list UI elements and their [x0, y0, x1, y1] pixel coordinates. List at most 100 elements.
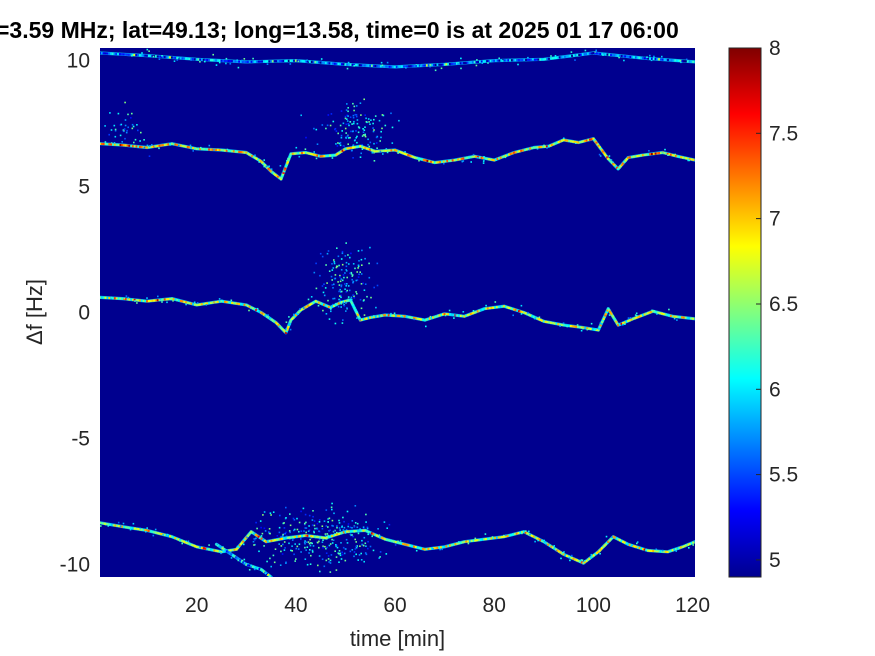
noise-speckle-1	[345, 261, 348, 264]
trace-pixel-2	[681, 545, 684, 548]
trace-halo-0	[443, 162, 445, 165]
trace-pixel-4	[294, 59, 298, 62]
trace-pixel-1	[684, 316, 687, 319]
trace-pixel-0	[426, 159, 429, 162]
trace-pixel-0	[335, 153, 339, 156]
trace-pixel-1	[645, 312, 648, 315]
trace-halo-0	[397, 152, 399, 154]
trace-pixel-1	[427, 318, 430, 321]
trace-pixel-0	[656, 152, 659, 155]
trace-pixel-4	[224, 59, 227, 62]
noise-speckle-2	[283, 533, 286, 535]
noise-speckle-0	[354, 113, 357, 116]
trace-pixel-0	[613, 164, 616, 167]
trace-pixel-1	[285, 330, 288, 333]
trace-pixel-4	[583, 53, 586, 56]
trace-halo-1	[608, 314, 611, 316]
noise-speckle-2	[261, 532, 264, 535]
noise-speckle-0	[366, 121, 368, 124]
trace-pixel-2	[666, 550, 669, 553]
trace-pixel-2	[321, 536, 324, 539]
y-tick-label: 10	[67, 50, 90, 73]
noise-speckle-1	[340, 284, 343, 286]
trace-pixel-4	[381, 65, 384, 68]
trace-pixel-4	[587, 52, 590, 55]
trace-pixel-4	[247, 60, 250, 63]
trace-pixel-0	[538, 146, 541, 149]
trace-pixel-0	[448, 159, 451, 162]
trace-pixel-2	[512, 533, 515, 536]
noise-speckle-1	[375, 306, 377, 309]
trace-halo-2	[568, 556, 570, 559]
trace-pixel-0	[299, 152, 302, 155]
trace-pixel-1	[640, 314, 643, 317]
noise-speckle-0	[300, 114, 302, 117]
noise-speckle-1	[331, 284, 334, 286]
trace-pixel-3	[256, 567, 259, 570]
trace-pixel-1	[149, 299, 152, 302]
trace-pixel-4	[477, 60, 480, 63]
trace-halo-1	[267, 314, 269, 316]
noise-speckle-1	[357, 276, 360, 278]
noise-speckle-1	[343, 305, 346, 307]
trace-pixel-1	[283, 330, 286, 333]
trace-pixel-4	[356, 64, 359, 67]
trace-pixel-4	[319, 61, 322, 64]
noise-speckle-0	[335, 130, 338, 132]
trace-halo-0	[254, 154, 256, 157]
trace-pixel-4	[291, 59, 294, 62]
trace-pixel-0	[257, 158, 260, 161]
trace-halo-0	[352, 144, 355, 146]
trace-pixel-4	[447, 63, 450, 66]
trace-halo-2	[236, 545, 239, 548]
trace-pixel-4	[204, 58, 207, 61]
noise-speckle-2	[291, 545, 293, 547]
trace-pixel-2	[190, 543, 193, 546]
trace-pixel-1	[272, 319, 275, 322]
trace-halo-4	[158, 58, 161, 60]
noise-speckle-2	[317, 564, 319, 567]
trace-pixel-2	[668, 550, 671, 553]
trace-pixel-4	[378, 65, 381, 68]
trace-halo-2	[117, 521, 120, 524]
trace-pixel-0	[585, 139, 588, 142]
trace-pixel-2	[355, 530, 358, 533]
trace-halo-0	[386, 151, 389, 154]
trace-pixel-0	[179, 144, 182, 147]
trace-pixel-1	[403, 315, 407, 318]
trace-halo-1	[230, 299, 233, 302]
trace-pixel-1	[209, 301, 213, 304]
trace-halo-0	[213, 149, 215, 151]
trace-halo-0	[344, 148, 347, 150]
trace-pixel-2	[594, 553, 597, 556]
noise-speckle-2	[285, 531, 287, 534]
trace-pixel-0	[133, 145, 136, 148]
trace-pixel-1	[675, 315, 678, 318]
noise-speckle-2	[338, 561, 340, 563]
trace-pixel-1	[124, 298, 128, 301]
trace-pixel-2	[445, 545, 448, 548]
trace-halo-1	[166, 301, 168, 304]
noise-speckle-2	[363, 560, 365, 563]
trace-pixel-0	[104, 143, 107, 146]
trace-pixel-1	[241, 303, 244, 306]
noise-speckle-2	[293, 528, 296, 531]
trace-pixel-1	[603, 316, 606, 319]
trace-pixel-0	[643, 153, 646, 156]
trace-pixel-0	[405, 153, 408, 156]
trace-pixel-2	[635, 545, 638, 549]
trace-halo-0	[169, 144, 172, 146]
trace-pixel-2	[369, 531, 372, 534]
trace-pixel-2	[396, 541, 399, 544]
noise-speckle-0	[379, 140, 381, 142]
trace-pixel-2	[167, 534, 170, 537]
trace-pixel-0	[453, 159, 456, 162]
noise-speckle-0	[367, 143, 369, 146]
trace-pixel-2	[247, 533, 251, 536]
trace-pixel-0	[119, 143, 122, 147]
noise-speckle-2	[360, 559, 363, 561]
trace-pixel-0	[283, 168, 286, 171]
trace-pixel-1	[197, 303, 200, 306]
trace-pixel-4	[440, 63, 443, 66]
trace-pixel-1	[160, 298, 163, 301]
